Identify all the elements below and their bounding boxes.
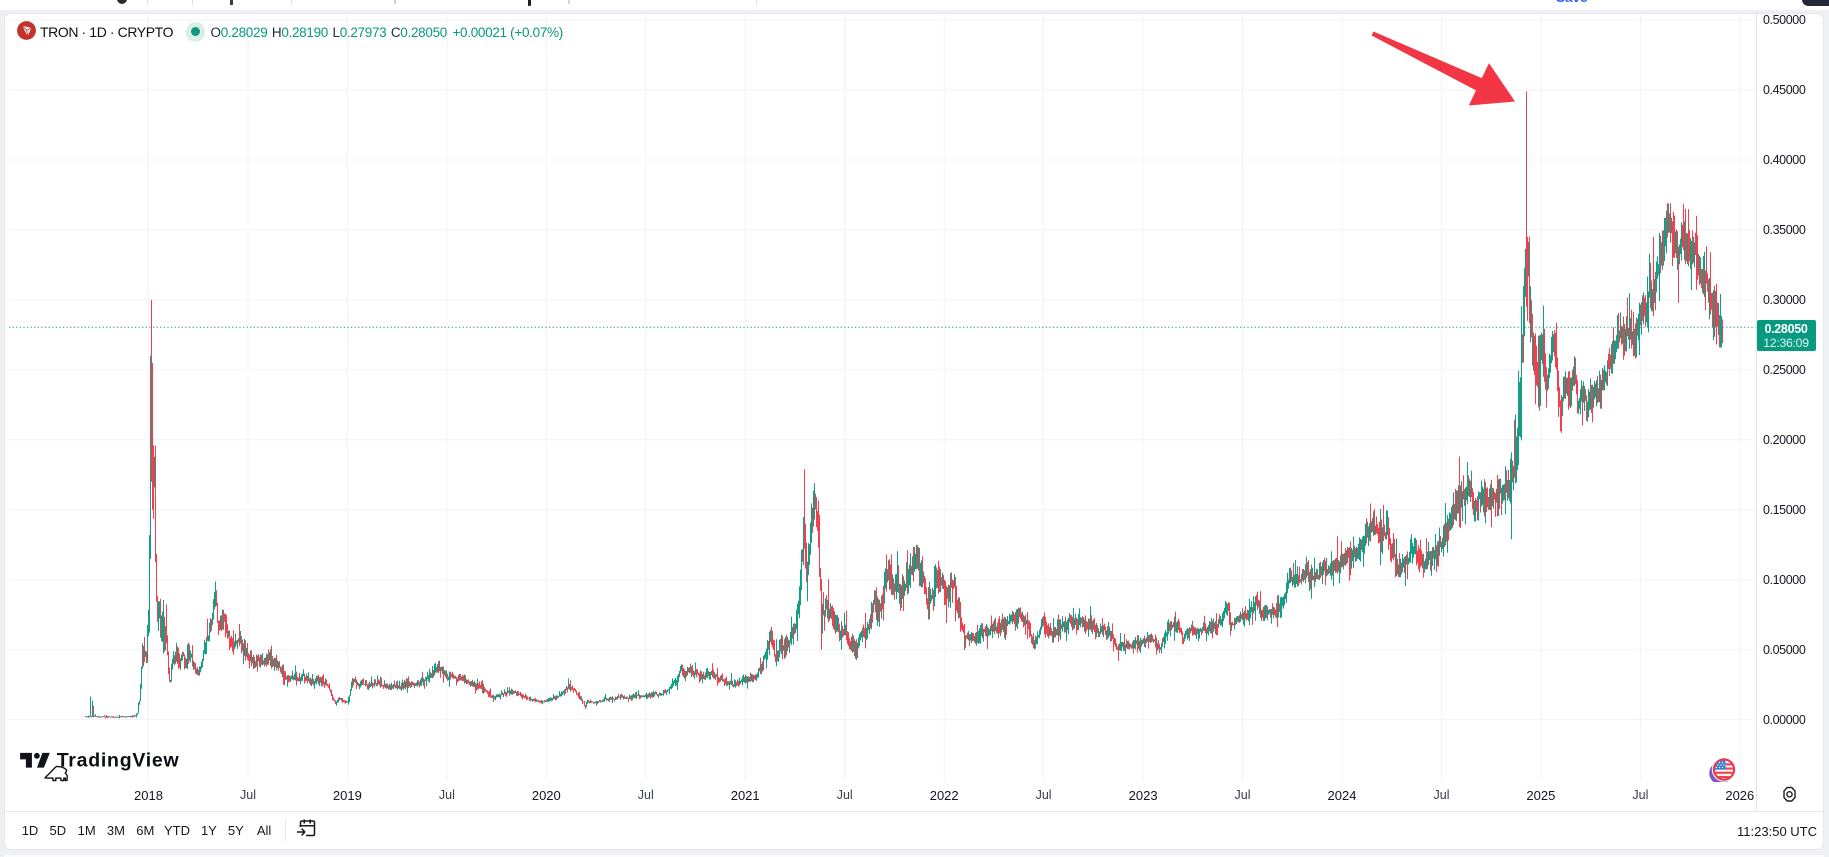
svg-text:TradingView: TradingView (57, 751, 180, 771)
